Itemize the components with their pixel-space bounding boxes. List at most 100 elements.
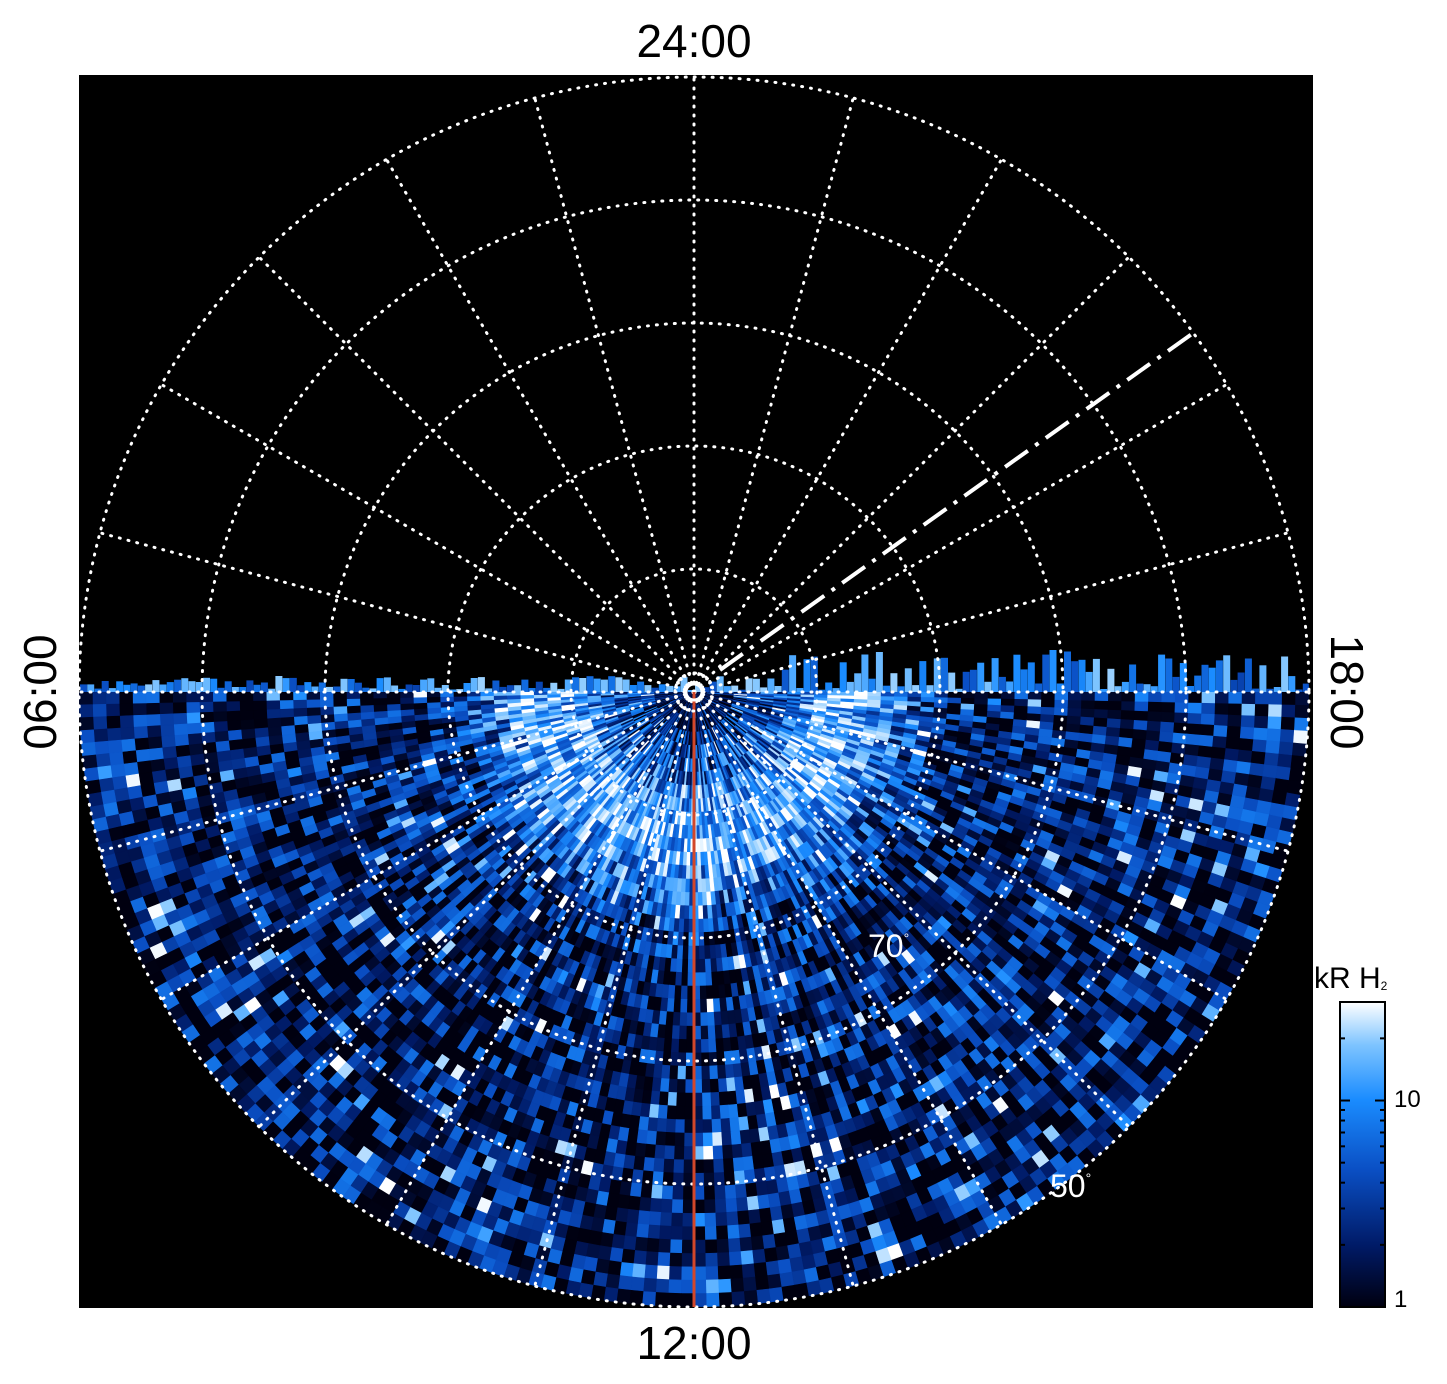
emission-cell: [1040, 706, 1056, 716]
emission-cell: [960, 702, 975, 710]
emission-cell: [700, 1012, 709, 1027]
emission-cell: [706, 998, 715, 1013]
emission-cell: [669, 1065, 679, 1080]
emission-cell: [656, 1117, 668, 1133]
emission-cell: [267, 726, 283, 738]
emission-cell: [279, 691, 294, 702]
emission-cell: [666, 1105, 677, 1120]
emission-cell: [671, 1025, 681, 1040]
emission-cell: [426, 696, 441, 704]
emission-cell: [638, 1116, 650, 1132]
emission-cell: [708, 1038, 718, 1054]
emission-cell: [679, 905, 686, 920]
emission-cell: [709, 1065, 719, 1080]
emission-cell: [711, 1118, 723, 1134]
emission-cell: [686, 851, 691, 867]
emission-cell: [293, 715, 308, 726]
emission-cell: [641, 1089, 653, 1105]
emission-cell: [673, 998, 682, 1013]
emission-cell: [306, 715, 322, 725]
emission-cell: [1107, 709, 1122, 720]
emission-cell: [1081, 699, 1096, 710]
emission-cell: [319, 706, 335, 716]
emission-cell: [987, 697, 1002, 706]
emission-cell: [676, 1092, 686, 1107]
emission-cell: [386, 703, 401, 712]
emission-cell: [412, 697, 428, 705]
emission-cell: [702, 1092, 712, 1107]
emission-cell: [1026, 712, 1042, 722]
emission-cell: [1091, 733, 1107, 745]
emission-cell: [702, 1119, 713, 1134]
emission-cell: [320, 714, 335, 724]
emission-cell: [987, 703, 1002, 712]
emission-cell: [372, 698, 388, 706]
emission-cell: [305, 691, 320, 701]
emission-cell: [670, 1038, 680, 1054]
emission-cell: [265, 700, 281, 711]
emission-cell: [1093, 708, 1109, 719]
emission-cell: [667, 1091, 678, 1107]
emission-cell: [675, 1105, 686, 1121]
emission-cell: [280, 716, 295, 728]
emission-cell: [973, 703, 989, 711]
emission-cell: [670, 958, 678, 973]
emission-cell: [1079, 724, 1095, 735]
emission-cell: [239, 691, 254, 702]
emission-cell: [306, 699, 321, 709]
emission-cell: [853, 695, 869, 700]
emission-cell: [681, 972, 689, 987]
emission-cell: [1000, 710, 1015, 720]
emission-cell: [685, 878, 691, 893]
emission-cell: [399, 697, 414, 705]
emission-cell: [346, 705, 361, 715]
emission-cell: [685, 865, 691, 880]
emission-cell: [333, 713, 348, 723]
emission-cell: [1121, 691, 1136, 702]
emission-cell: [1067, 699, 1082, 709]
emission-cell: [654, 1050, 665, 1066]
emission-cell: [306, 707, 321, 717]
emission-cell: [1080, 715, 1095, 726]
emission-cell: [719, 1104, 731, 1120]
emission-cell: [346, 698, 361, 707]
emission-cell: [252, 709, 268, 721]
emission-cell: [676, 958, 684, 973]
emission-cell: [1000, 704, 1015, 713]
emission-cell: [702, 1105, 713, 1121]
emission-cell: [699, 985, 708, 1000]
emission-cell: [332, 706, 348, 716]
emission-cell: [359, 698, 374, 707]
emission-cell: [1093, 716, 1108, 728]
emission-cell: [279, 708, 295, 719]
emission-cell: [718, 1091, 730, 1106]
emission-cell: [658, 1091, 670, 1106]
emission-cell: [1105, 726, 1121, 738]
emission-cell: [960, 708, 975, 716]
emission-cell: [698, 945, 706, 960]
emission-cell: [676, 1079, 687, 1094]
emission-cell: [711, 1105, 722, 1120]
emission-cell: [709, 1078, 720, 1094]
emission-cell: [700, 1025, 709, 1040]
emission-cell: [1119, 718, 1135, 730]
emission-cell: [653, 1063, 664, 1079]
emission-cell: [684, 905, 690, 920]
emission-cell: [1094, 700, 1109, 710]
emission-cell: [252, 691, 267, 702]
emission-cell: [681, 958, 689, 974]
emission-cell: [678, 918, 685, 933]
emission-cell: [701, 1065, 711, 1080]
emission-cell: [674, 985, 683, 1000]
emission-cell: [332, 691, 347, 700]
emission-cell: [880, 695, 895, 701]
emission-cell: [665, 1118, 677, 1134]
emission-cell: [947, 696, 962, 704]
emission-cell: [660, 1078, 671, 1093]
emission-cell: [657, 1024, 667, 1039]
emission-cell: [710, 1091, 721, 1107]
emission-cell: [867, 695, 882, 701]
emission-cell: [1104, 734, 1120, 746]
emission-cell: [894, 695, 909, 702]
emission-cell: [698, 905, 704, 920]
